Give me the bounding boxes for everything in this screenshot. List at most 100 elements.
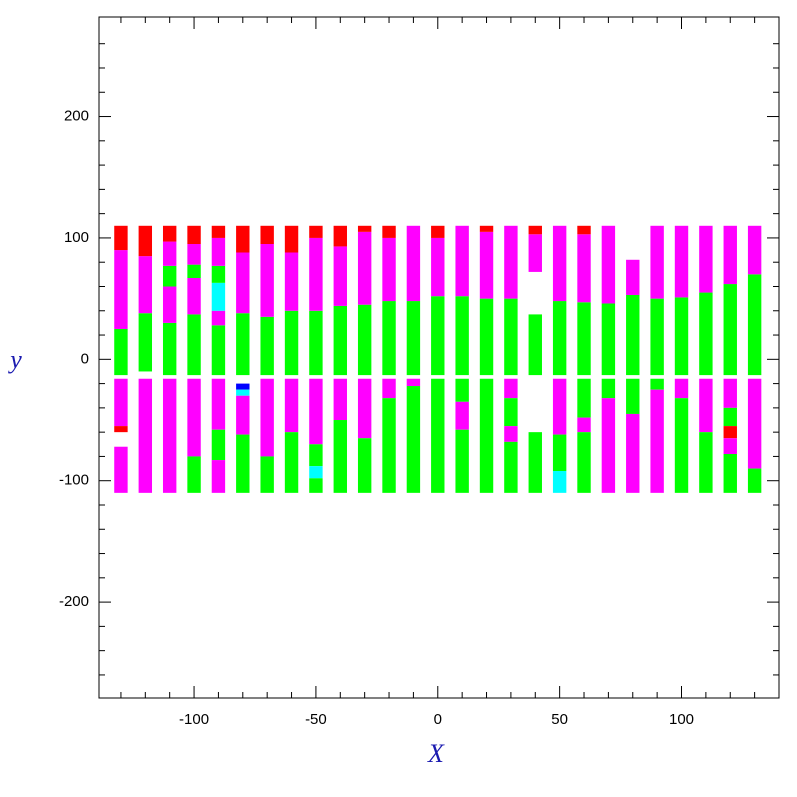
strip-segment [504,225,518,299]
y-tick-label: -200 [59,593,89,610]
strip-segment [236,434,250,493]
strip-segment [577,302,591,376]
strip-segment [601,398,616,493]
strip-segment [187,456,201,493]
strip-segment [236,313,250,376]
strip-segment [431,378,445,493]
strip-segment [601,378,616,399]
strip-segment [406,225,421,302]
strip-segment [552,378,567,435]
strip-segment [309,444,323,467]
strip-segment [309,225,323,238]
strip-segment [650,378,664,390]
strip-segment [601,225,616,304]
strip-segment [455,429,469,493]
strip-segment [723,407,737,427]
strip-segment [187,264,201,278]
strip-segment [162,225,177,242]
strip-segment [138,313,153,372]
strip-segment [260,225,274,244]
strip-segment [382,237,396,302]
strip-segment [260,316,274,376]
strip-segment [552,301,567,376]
x-tick-label: 0 [434,711,442,728]
strip-segment [138,256,153,314]
strip-segment [236,395,250,435]
strip-segment [162,241,177,266]
strip-segment [357,438,372,493]
strip-segment [504,298,518,376]
strip-segment [650,298,664,376]
strip-segment [455,225,469,297]
y-tick-label: 200 [64,108,89,125]
strip-segment [187,314,201,376]
strip-segment [382,378,396,399]
strip-segment [674,378,689,399]
strip-segment [406,378,421,387]
y-tick-label: 0 [81,350,89,367]
strip-segment [528,314,542,376]
strip-segment [284,225,299,253]
strip-segment [504,378,518,399]
strip-segment [674,225,689,298]
strip-segment [211,310,226,326]
strip-segment [674,297,689,376]
strip-segment [528,432,542,493]
strip-segment [284,432,299,493]
strip-segment [357,225,372,232]
strip-segment [650,389,664,493]
strip-segment [284,252,299,311]
strip-segment [455,378,469,402]
strip-segment [382,301,396,376]
strip-segment [187,378,201,457]
strip-segment [309,310,323,376]
strip-segment [211,282,226,311]
x-tick-label: -100 [179,711,209,728]
strip-segment [699,378,713,433]
strip-segment [309,478,323,493]
strip-segment [431,237,445,297]
x-tick-label: 50 [551,711,568,728]
strip-segment [236,252,250,314]
strip-segment [626,413,640,493]
strip-segment [114,446,128,493]
strip-segment [236,383,250,390]
strip-segment [333,225,347,247]
strip-segment [260,456,274,493]
strip-segment [626,378,640,414]
strip-segment [699,225,713,293]
strip-segment [260,378,274,457]
strip-segment [504,426,518,442]
strip-segment [162,286,177,323]
strip-segment [723,378,737,408]
strip-segment [723,438,737,455]
strip-segment [699,292,713,376]
strip-segment [626,294,640,376]
strip-segment [626,259,640,295]
strip-segment [552,471,567,493]
strip-segment [601,303,616,376]
strip-segment [382,398,396,493]
plot-frame [98,16,780,699]
strip-segment [114,426,128,433]
strip-segment [260,244,274,317]
strip-segment [479,298,494,376]
strip-segment [747,274,762,376]
strip-segment [114,250,128,329]
strip-segment [162,378,177,493]
strip-segment [674,398,689,493]
strip-segment [114,378,128,427]
strip-segment [504,398,518,427]
strip-segment [236,225,250,253]
strip-segment [455,401,469,430]
strip-segment [211,325,226,376]
strip-segment [138,378,153,493]
strip-segment [333,420,347,493]
strip-segment [552,225,567,302]
strip-segment [187,244,201,265]
strip-segment [577,234,591,303]
strip-segment [333,246,347,306]
strip-segment [723,426,737,439]
strip-segment [479,231,494,299]
